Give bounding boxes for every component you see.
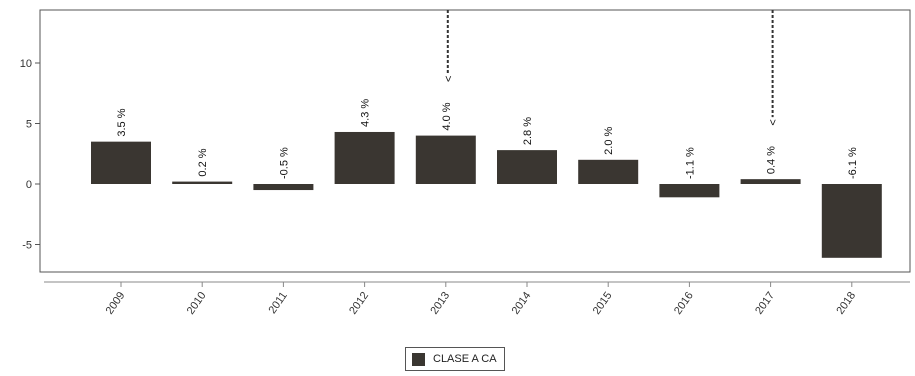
bar — [821, 184, 882, 258]
bar — [172, 181, 233, 184]
x-tick-label: 2016 — [672, 290, 696, 317]
data-label: -6.1 % — [847, 147, 859, 179]
bar — [415, 135, 476, 184]
bar — [740, 179, 801, 184]
bar — [497, 150, 557, 184]
bar — [659, 184, 720, 198]
x-tick-label: 2010 — [185, 290, 209, 317]
data-label: 4.0 % — [441, 102, 453, 130]
y-tick-label: -5 — [22, 240, 32, 252]
data-label: 0.4 % — [766, 146, 778, 174]
bar — [253, 184, 314, 191]
legend: CLASE A CA — [405, 347, 505, 371]
plot-frame — [39, 9, 911, 273]
plot-area — [39, 9, 911, 273]
x-tick-label: 2009 — [104, 290, 128, 317]
data-label: 0.2 % — [197, 148, 209, 176]
bar — [334, 131, 395, 184]
x-axis: 2009 2010 2011 2012 2013 2014 2015 2016 2017 2018 — [44, 281, 910, 317]
x-tick-label: 2014 — [510, 290, 534, 317]
marker-symbol: < — [768, 119, 780, 125]
marker-symbol: < — [443, 76, 455, 82]
data-labels: 3.5 % 0.2 % -0.5 % 4.3 % 4.0 % 2.8 % 2.0 % -1.1… — [116, 99, 859, 179]
y-tick-label: 5 — [26, 119, 32, 131]
data-label: 4.3 % — [360, 99, 372, 127]
x-tick-label: 2017 — [753, 290, 777, 317]
x-tick-label: 2012 — [347, 290, 371, 317]
x-tick-label: 2018 — [834, 290, 858, 317]
x-tick-label: 2013 — [428, 290, 452, 317]
bar — [91, 141, 151, 184]
x-tick-label: 2011 — [266, 290, 289, 316]
legend-swatch — [412, 352, 425, 366]
y-tick-label: 0 — [26, 179, 32, 191]
data-label: -1.1 % — [684, 147, 696, 179]
y-tick-label: 10 — [20, 58, 32, 70]
bar — [578, 159, 639, 184]
y-axis: -5 0 5 10 — [20, 58, 40, 252]
data-label: -0.5 % — [278, 147, 290, 179]
legend-label: CLASE A CA — [433, 353, 497, 365]
x-tick-label: 2015 — [591, 290, 615, 317]
data-label: 2.0 % — [603, 126, 615, 154]
bars — [91, 131, 882, 258]
reference-markers: << — [443, 10, 780, 126]
data-label: 2.8 % — [522, 117, 534, 145]
data-label: 3.5 % — [116, 108, 128, 136]
